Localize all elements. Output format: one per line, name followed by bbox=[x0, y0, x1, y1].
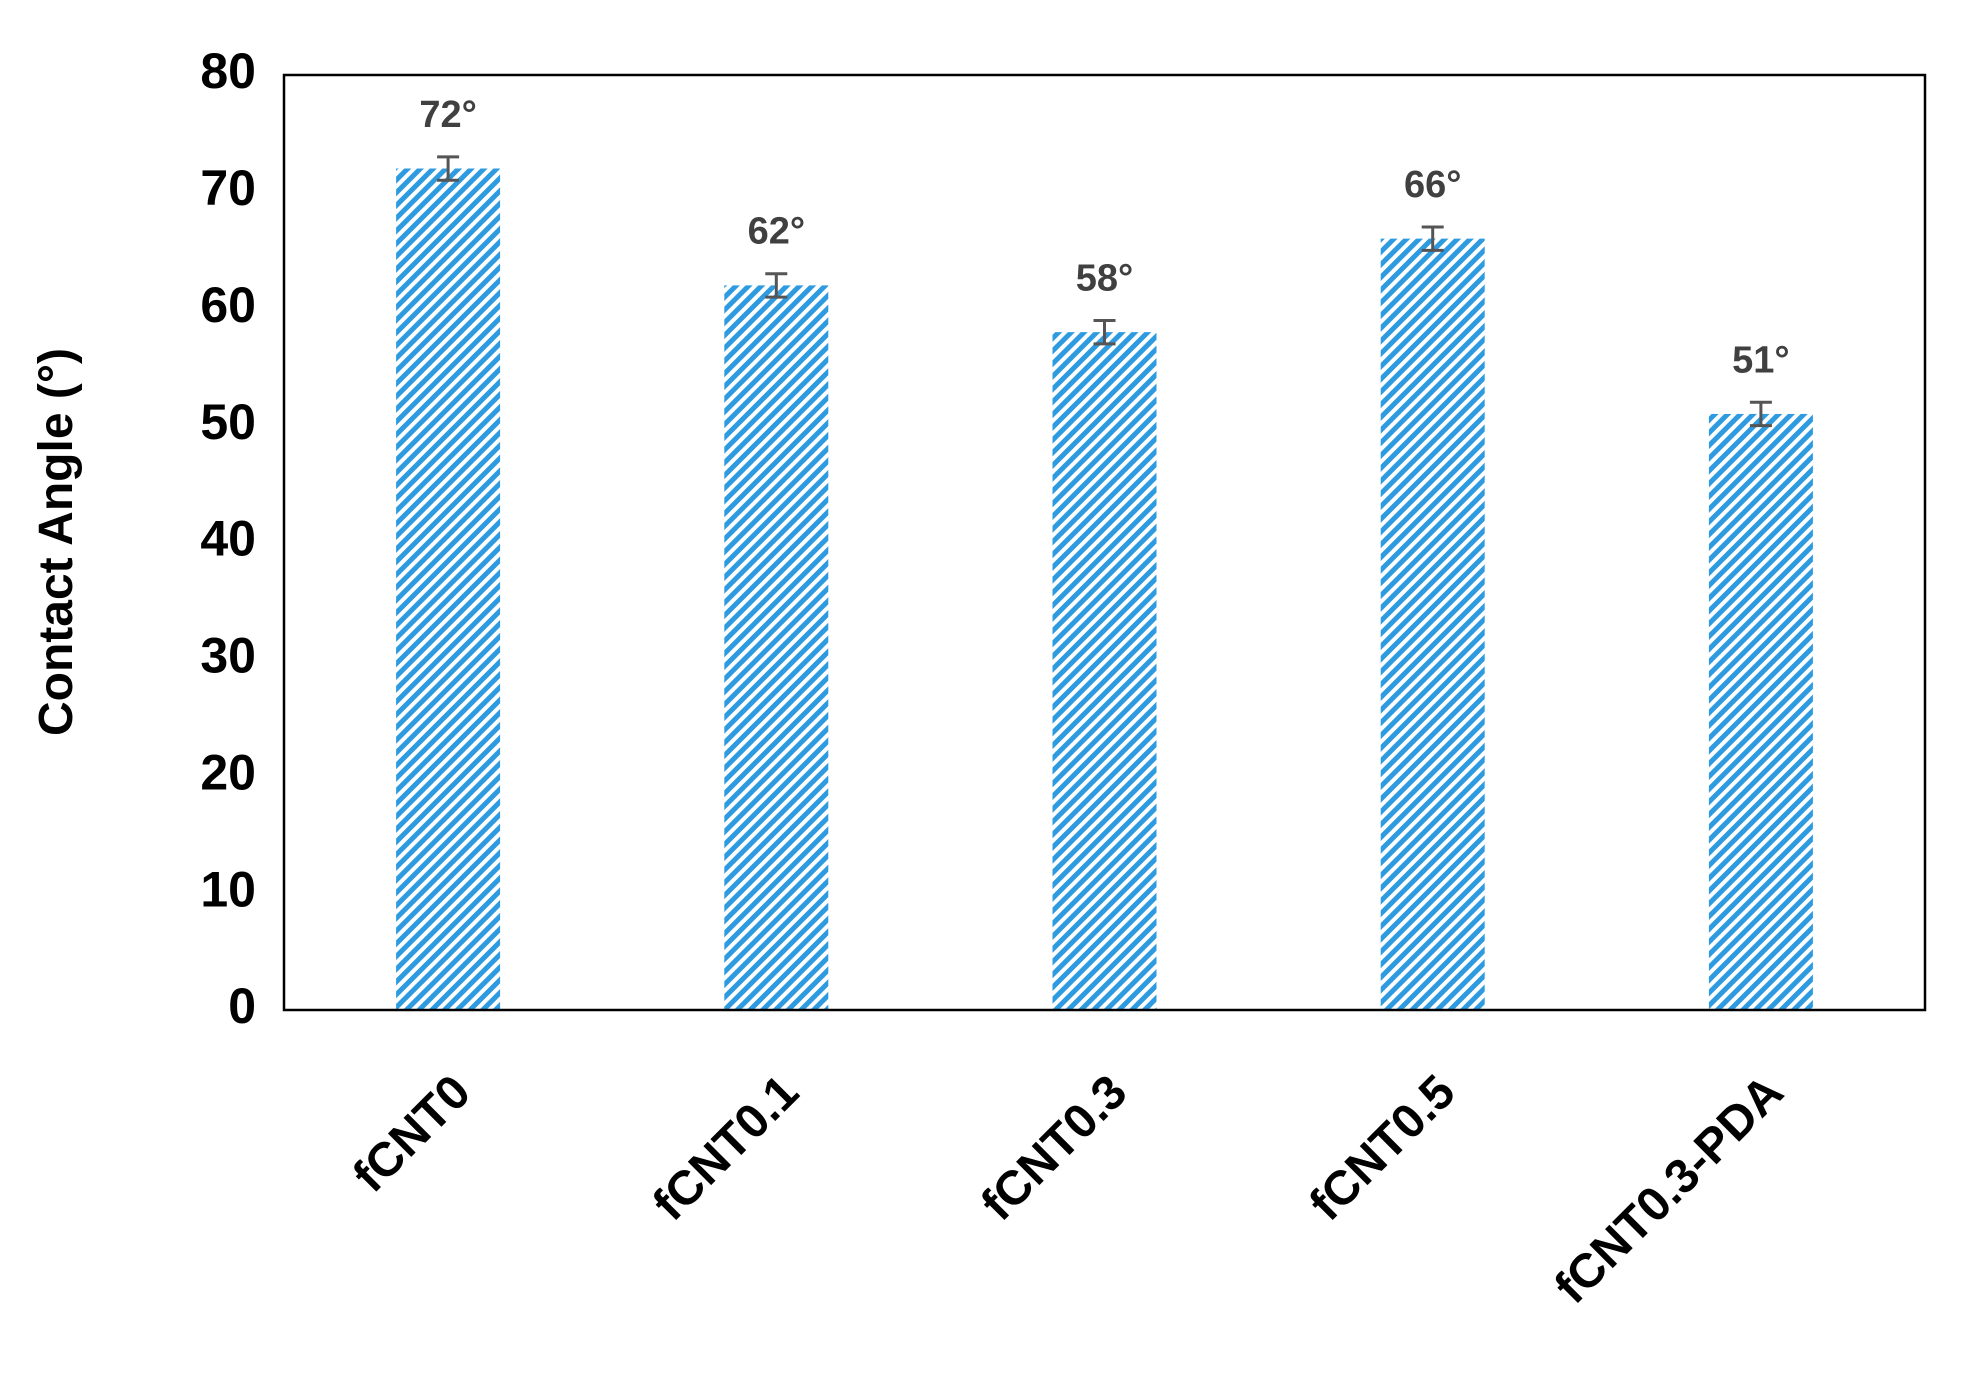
y-tick-label: 70 bbox=[200, 160, 256, 216]
value-label: 58° bbox=[1076, 257, 1133, 299]
y-tick-label: 10 bbox=[200, 861, 256, 917]
x-tick-label: fCNT0.3 bbox=[972, 1065, 1138, 1231]
x-tick-label: fCNT0.3-PDA bbox=[1545, 1065, 1794, 1314]
plot-frame bbox=[282, 73, 1927, 1012]
value-label: 66° bbox=[1404, 164, 1461, 206]
value-label: 51° bbox=[1732, 339, 1789, 381]
bar bbox=[724, 285, 829, 1010]
y-tick-label: 0 bbox=[228, 978, 256, 1034]
error-bar bbox=[437, 155, 460, 182]
error-bar bbox=[1749, 400, 1772, 428]
error-bar bbox=[765, 272, 788, 299]
y-tick-label: 50 bbox=[200, 394, 256, 450]
y-tick-label: 20 bbox=[200, 744, 256, 800]
bar bbox=[1380, 238, 1485, 1010]
y-axis-label: Contact Angle (°) bbox=[30, 348, 83, 736]
y-tick-label: 80 bbox=[200, 43, 256, 99]
bar bbox=[1708, 413, 1813, 1010]
value-label: 72° bbox=[419, 94, 476, 136]
y-tick-label: 60 bbox=[200, 277, 256, 333]
x-tick-label: fCNT0.5 bbox=[1300, 1065, 1466, 1231]
error-bar bbox=[1421, 225, 1444, 252]
error-bar bbox=[1093, 318, 1116, 346]
value-label: 62° bbox=[748, 211, 805, 253]
bar bbox=[1052, 332, 1157, 1010]
x-tick-label: fCNT0 bbox=[343, 1065, 480, 1202]
y-tick-label: 30 bbox=[200, 628, 256, 684]
x-tick-label: fCNT0.1 bbox=[643, 1065, 809, 1231]
bar bbox=[396, 168, 501, 1010]
y-tick-label: 40 bbox=[200, 511, 256, 567]
